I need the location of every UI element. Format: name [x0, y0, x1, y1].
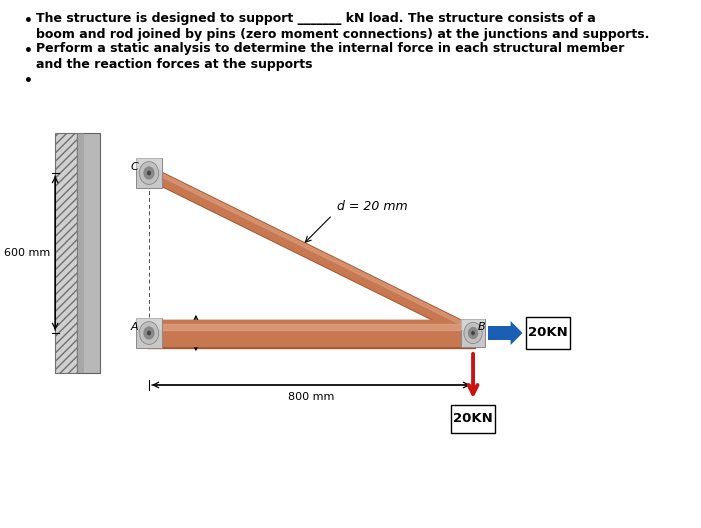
Bar: [461, 319, 485, 347]
Text: 20KN: 20KN: [453, 412, 493, 426]
Bar: [136, 158, 162, 188]
Text: Perform a static analysis to determine the internal force in each structural mem: Perform a static analysis to determine t…: [36, 42, 624, 55]
Text: •: •: [24, 44, 32, 58]
Bar: [147, 320, 475, 348]
Text: •: •: [24, 14, 32, 28]
Text: A: A: [130, 322, 138, 332]
Text: B: B: [477, 322, 485, 332]
Bar: [136, 318, 162, 348]
Text: boom and rod joined by pins (zero moment connections) at the junctions and suppo: boom and rod joined by pins (zero moment…: [36, 28, 649, 41]
Bar: [461, 319, 485, 330]
Text: The structure is designed to support _______ kN load. The structure consists of : The structure is designed to support ___…: [36, 12, 595, 25]
Polygon shape: [147, 168, 475, 338]
Circle shape: [147, 331, 151, 335]
Bar: [136, 158, 162, 170]
Bar: [489, 326, 510, 340]
Bar: [76, 133, 83, 373]
Circle shape: [471, 331, 475, 335]
Text: d = 20 mm: d = 20 mm: [336, 200, 407, 213]
Bar: [526, 317, 571, 349]
Text: 800 mm: 800 mm: [288, 392, 334, 402]
Bar: [55, 133, 77, 373]
Circle shape: [468, 327, 478, 339]
Text: 20KN: 20KN: [529, 326, 568, 340]
Bar: [149, 320, 473, 346]
Text: 600 mm: 600 mm: [4, 248, 50, 258]
Circle shape: [147, 171, 151, 175]
Circle shape: [144, 166, 155, 180]
Text: 50 mm: 50 mm: [203, 328, 242, 338]
Bar: [76, 133, 100, 373]
Circle shape: [144, 326, 155, 340]
Polygon shape: [150, 168, 475, 331]
Text: •: •: [24, 74, 32, 88]
Polygon shape: [510, 321, 522, 345]
Circle shape: [139, 322, 158, 344]
Polygon shape: [147, 167, 475, 339]
Bar: [136, 318, 162, 330]
Text: C: C: [130, 162, 138, 172]
Text: and the reaction forces at the supports: and the reaction forces at the supports: [36, 58, 312, 71]
Circle shape: [139, 162, 158, 184]
Bar: [451, 405, 495, 433]
Circle shape: [464, 323, 482, 344]
Bar: [149, 324, 473, 330]
